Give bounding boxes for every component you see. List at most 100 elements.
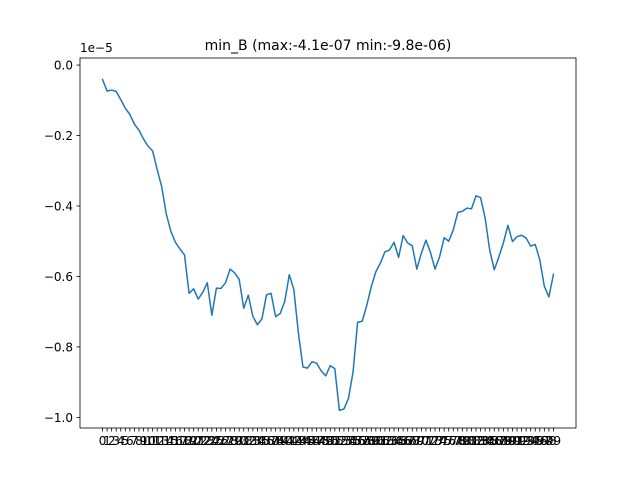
x-tick-label: 8 [135, 434, 143, 448]
x-tick-label: 36 [259, 434, 274, 448]
x-tick-label: 38 [268, 434, 283, 448]
x-tick-label: 23 [200, 434, 215, 448]
x-tick-label: 24 [204, 434, 219, 448]
x-tick-label: 57 [355, 434, 370, 448]
x-tick-label: 5 [121, 434, 129, 448]
x-tick-label: 2 [108, 434, 116, 448]
x-tick-label: 91 [509, 434, 524, 448]
x-tick-label: 58 [359, 434, 374, 448]
y-axis: 0.0 −0.2 −0.4 −0.6 −0.8 −1.0 [44, 59, 80, 425]
x-tick-label: 22 [195, 434, 210, 448]
x-tick-label: 4 [117, 434, 125, 448]
x-tick-label: 14 [159, 434, 174, 448]
x-tick-label: 96 [532, 434, 547, 448]
x-tick-label: 12 [150, 434, 165, 448]
x-tick-label: 42 [286, 434, 301, 448]
x-tick-label: 34 [250, 434, 265, 448]
x-tick-label: 97 [537, 434, 552, 448]
series-line [101, 78, 555, 412]
x-tick-label: 6 [126, 434, 134, 448]
x-tick-label: 9 [140, 434, 148, 448]
x-tick-label: 82 [468, 434, 483, 448]
x-tick-label: 98 [541, 434, 556, 448]
x-tick-label: 7 [131, 434, 139, 448]
x-tick-label: 26 [213, 434, 228, 448]
y-axis-offset-label: 1e−5 [80, 41, 113, 55]
x-tick-label: 55 [345, 434, 360, 448]
x-tick-label: 33 [245, 434, 260, 448]
x-tick-label: 78 [450, 434, 465, 448]
x-tick-label: 15 [163, 434, 178, 448]
x-tick-label: 79 [455, 434, 470, 448]
x-tick-label: 71 [418, 434, 433, 448]
x-axis: 0123456789101112131415161718192021222324… [99, 428, 561, 448]
x-tick-label: 51 [327, 434, 342, 448]
x-tick-label: 86 [487, 434, 502, 448]
y-tick-label: −0.6 [44, 270, 73, 284]
x-tick-label: 85 [482, 434, 497, 448]
x-tick-label: 54 [341, 434, 356, 448]
x-tick-label: 99 [546, 434, 561, 448]
x-tick-label: 11 [145, 434, 160, 448]
x-tick-label: 49 [318, 434, 333, 448]
x-tick-label: 28 [222, 434, 237, 448]
x-tick-label: 67 [400, 434, 415, 448]
x-tick-label: 70 [414, 434, 429, 448]
x-tick-label: 1 [103, 434, 111, 448]
x-tick-label: 3 [112, 434, 120, 448]
x-tick-label: 59 [364, 434, 379, 448]
y-tick-label: −1.0 [44, 411, 73, 425]
axes-frame [79, 57, 577, 429]
x-tick-label: 30 [232, 434, 247, 448]
x-tick-label: 18 [177, 434, 192, 448]
y-tick-label: 0.0 [54, 59, 73, 73]
x-tick-label: 21 [191, 434, 206, 448]
x-tick-label: 52 [332, 434, 347, 448]
x-tick-label: 68 [405, 434, 420, 448]
x-tick-label: 25 [209, 434, 224, 448]
x-tick-label: 77 [446, 434, 461, 448]
x-tick-label: 92 [514, 434, 529, 448]
x-tick-label: 64 [386, 434, 401, 448]
x-tick-label: 17 [172, 434, 187, 448]
x-tick-label: 41 [282, 434, 297, 448]
x-tick-label: 88 [496, 434, 511, 448]
x-tick-label: 62 [377, 434, 392, 448]
y-tick-label: −0.4 [44, 200, 73, 214]
x-tick-label: 93 [518, 434, 533, 448]
x-tick-label: 45 [300, 434, 315, 448]
x-tick-label: 0 [99, 434, 107, 448]
y-tick-label: −0.8 [44, 340, 73, 354]
x-tick-label: 40 [277, 434, 292, 448]
x-tick-label: 69 [409, 434, 424, 448]
x-tick-label: 61 [373, 434, 388, 448]
x-tick-label: 31 [236, 434, 251, 448]
chart-title: min_B (max:-4.1e-07 min:-9.8e-06) [205, 38, 452, 54]
x-tick-label: 27 [218, 434, 233, 448]
x-tick-label: 83 [473, 434, 488, 448]
x-tick-label: 90 [505, 434, 520, 448]
x-tick-label: 10 [140, 434, 155, 448]
x-tick-label: 87 [491, 434, 506, 448]
x-tick-label: 89 [500, 434, 515, 448]
x-tick-label: 19 [181, 434, 196, 448]
x-tick-label: 46 [304, 434, 319, 448]
x-tick-label: 13 [154, 434, 169, 448]
x-tick-label: 20 [186, 434, 201, 448]
x-tick-label: 50 [323, 434, 338, 448]
x-tick-label: 80 [459, 434, 474, 448]
x-tick-label: 72 [423, 434, 438, 448]
x-tick-label: 39 [273, 434, 288, 448]
x-tick-label: 74 [432, 434, 447, 448]
x-tick-label: 44 [295, 434, 310, 448]
x-tick-label: 94 [523, 434, 538, 448]
x-tick-label: 32 [241, 434, 256, 448]
x-tick-label: 66 [396, 434, 411, 448]
x-tick-label: 47 [309, 434, 324, 448]
x-tick-label: 53 [336, 434, 351, 448]
x-tick-label: 84 [477, 434, 492, 448]
x-tick-label: 95 [528, 434, 543, 448]
y-tick-label: −0.2 [44, 129, 73, 143]
